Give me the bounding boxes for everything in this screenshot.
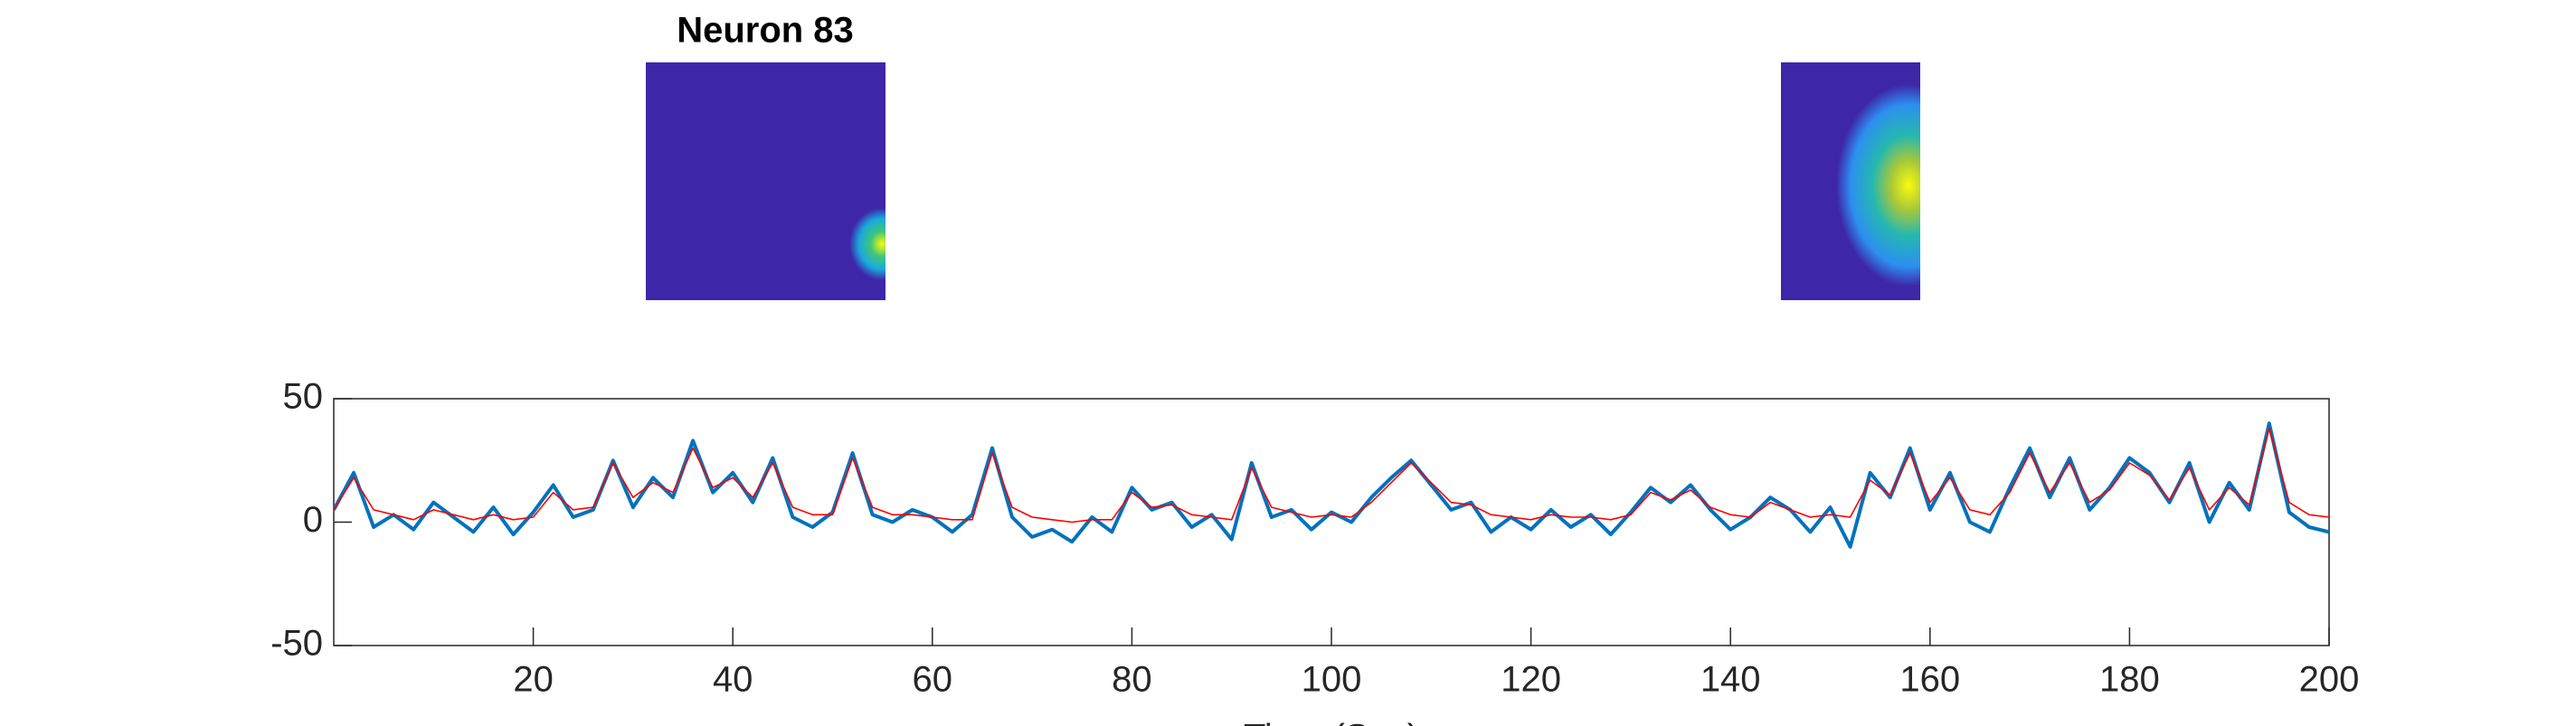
y-tick-label: -50 bbox=[270, 624, 323, 664]
x-tick-label: 180 bbox=[2099, 660, 2160, 700]
x-tick-label: 160 bbox=[1899, 660, 1960, 700]
x-tick-label: 60 bbox=[913, 660, 953, 700]
trace-line bbox=[334, 421, 2329, 549]
x-axis-label: Time (Sec) bbox=[1244, 718, 1419, 726]
chart-title: Neuron 83 bbox=[677, 11, 854, 51]
x-tick-label: 20 bbox=[513, 660, 554, 700]
footprint-image bbox=[1781, 62, 1920, 300]
x-tick-label: 140 bbox=[1700, 660, 1761, 700]
trace-line bbox=[334, 428, 2329, 523]
x-tick-label: 80 bbox=[1112, 660, 1152, 700]
plot-box bbox=[333, 398, 2330, 646]
footprint-image bbox=[646, 62, 886, 300]
x-tick-label: 40 bbox=[713, 660, 753, 700]
y-tick-label: 0 bbox=[303, 500, 323, 540]
x-tick-label: 120 bbox=[1501, 660, 1561, 700]
y-tick-label: 50 bbox=[283, 377, 324, 417]
x-tick-label: 100 bbox=[1302, 660, 1362, 700]
x-tick-label: 200 bbox=[2299, 660, 2360, 700]
